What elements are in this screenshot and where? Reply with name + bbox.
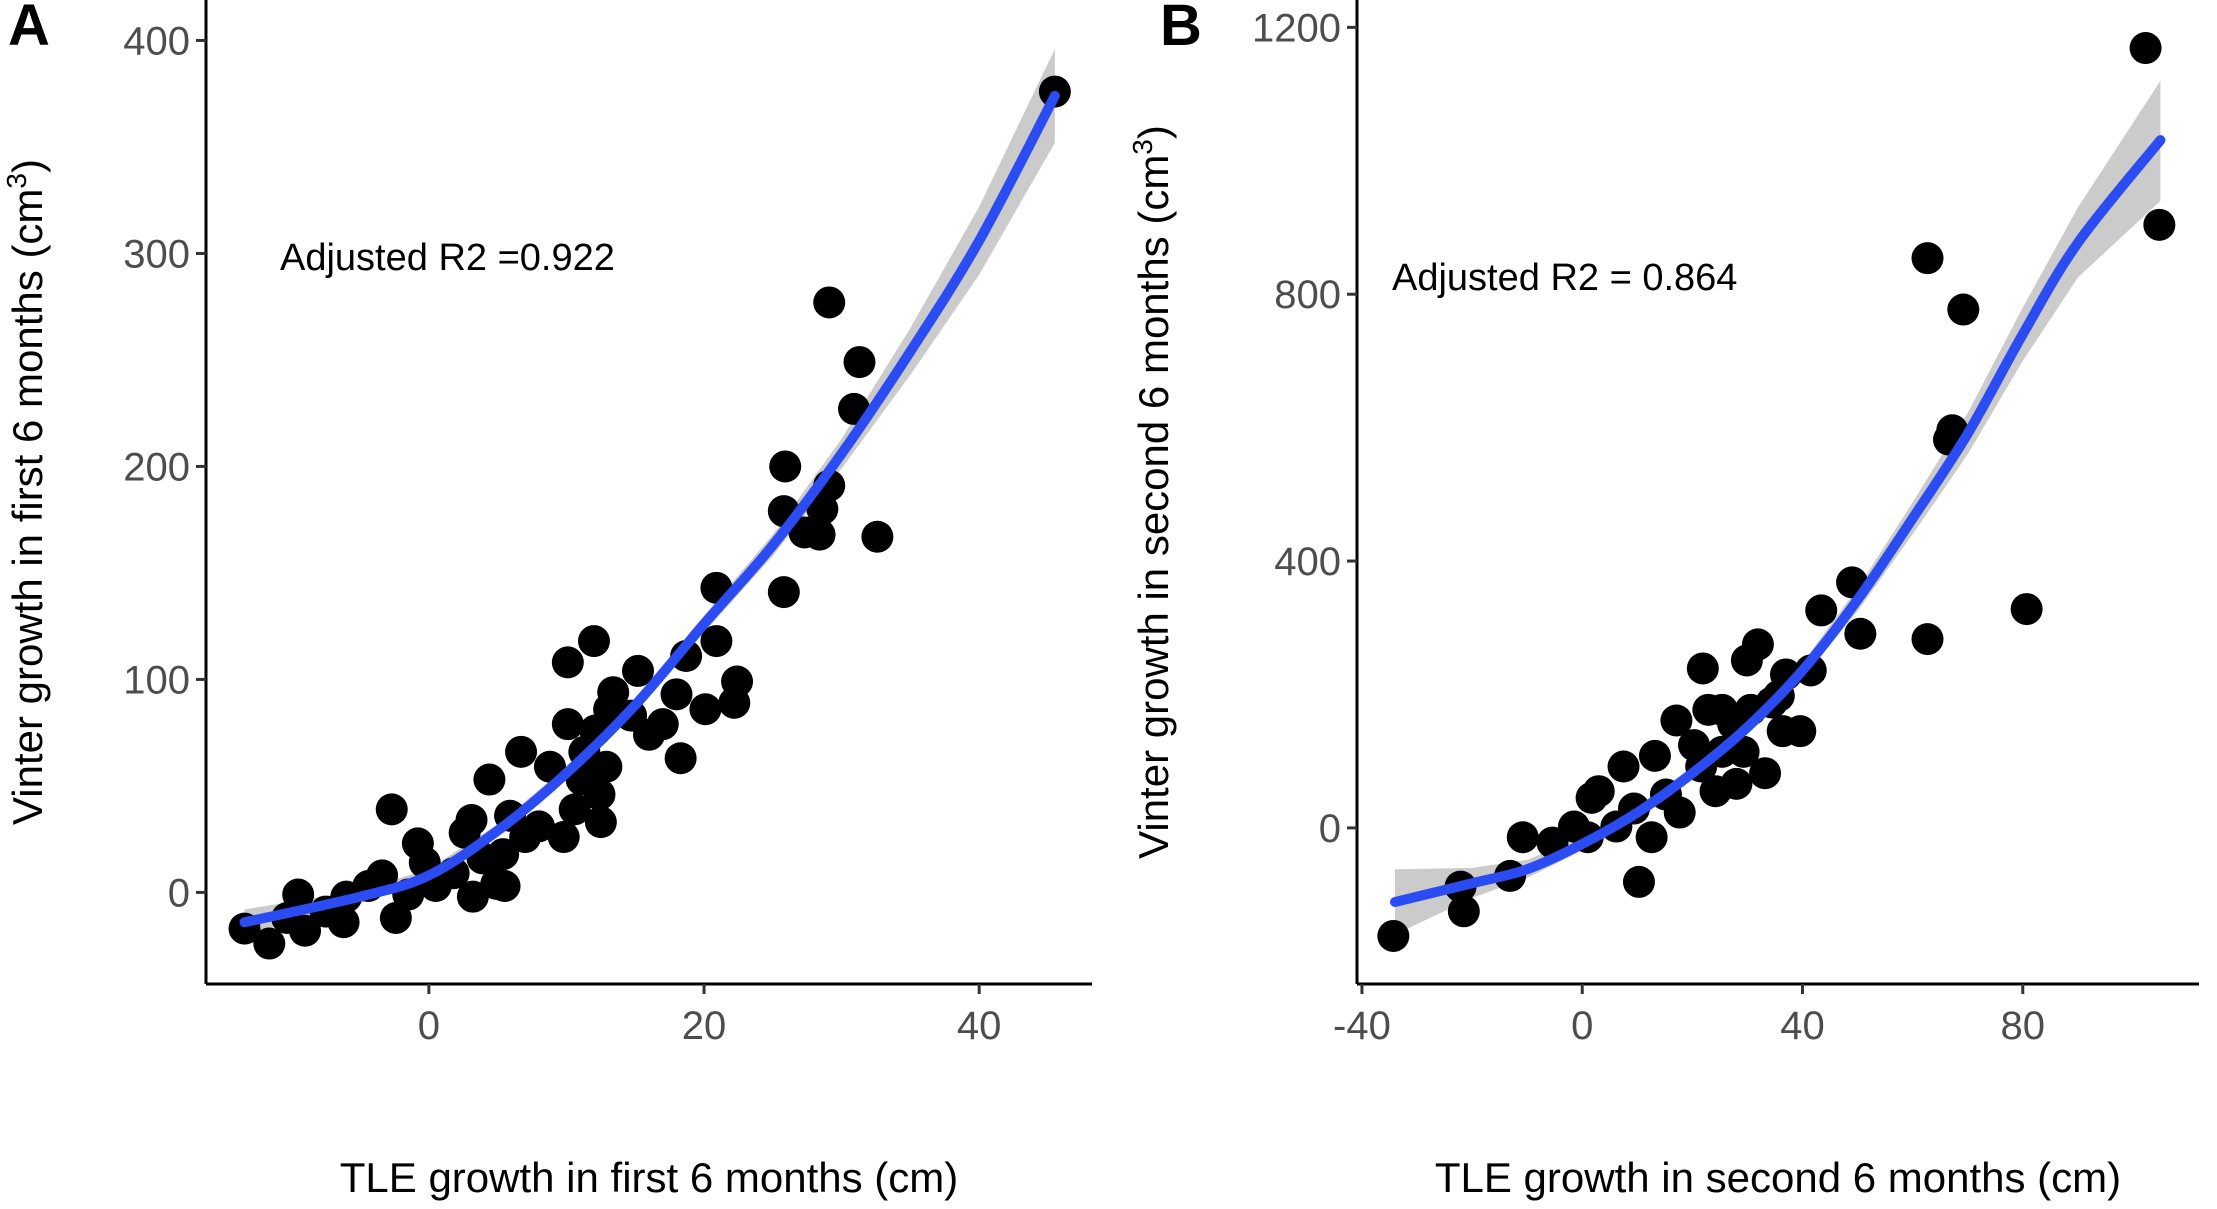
data-point	[505, 735, 538, 768]
data-point	[1844, 617, 1877, 650]
data-point	[1622, 865, 1655, 898]
y-axis-title-end: )	[4, 159, 51, 173]
data-point	[1749, 757, 1782, 790]
panel-label: B	[1160, 0, 1202, 58]
r2-annotation: Adjusted R2 = 0.864	[1392, 257, 1737, 299]
x-tick-label: 20	[682, 1004, 727, 1048]
data-point	[646, 708, 679, 741]
data-point	[700, 625, 733, 658]
y-axis-title: Vinter growth in second 6 months (cm3)	[1127, 125, 1177, 859]
data-point	[577, 625, 610, 658]
y-tick-label: 1200	[1252, 6, 1341, 50]
y-tick-label: 400	[123, 19, 190, 63]
data-points	[228, 75, 1071, 960]
data-point	[2143, 208, 2176, 241]
y-tick-label: 0	[168, 871, 190, 915]
data-point	[522, 810, 555, 843]
data-point	[1635, 821, 1668, 854]
data-point	[1447, 895, 1480, 928]
y-axis-title: Vinter growth in first 6 months (cm3)	[1, 159, 51, 825]
data-point	[584, 806, 617, 839]
data-point	[379, 901, 412, 934]
fit-line	[1390, 135, 2166, 907]
panel-label: A	[8, 0, 50, 58]
data-point	[1794, 654, 1827, 687]
data-point	[767, 576, 800, 609]
data-point	[813, 286, 846, 319]
data-point	[2010, 593, 2043, 626]
data-point	[327, 906, 360, 939]
y-tick-label: 300	[123, 232, 190, 276]
fit-line	[239, 90, 1060, 928]
data-point	[1506, 821, 1539, 854]
data-point	[455, 804, 488, 836]
data-point	[547, 821, 580, 854]
data-point	[1911, 242, 1944, 275]
data-point	[1911, 623, 1944, 656]
data-point	[689, 693, 722, 726]
data-point	[551, 708, 584, 741]
y-tick-label: 100	[123, 658, 190, 702]
x-tick-label: 0	[1571, 1004, 1593, 1048]
data-point	[375, 793, 408, 826]
y-tick-label: 200	[123, 445, 190, 489]
x-axis-title: TLE growth in first 6 months (cm)	[340, 1154, 959, 1201]
data-point	[1638, 739, 1671, 772]
data-point	[621, 654, 654, 687]
data-point	[590, 750, 623, 783]
y-axis-title-end: )	[1130, 125, 1177, 139]
data-point	[1377, 919, 1410, 952]
data-point	[487, 838, 520, 871]
data-point	[488, 870, 521, 903]
x-tick-label: 40	[1780, 1004, 1825, 1048]
data-point	[583, 778, 616, 811]
data-points	[1377, 32, 2176, 952]
y-axis-title-text: Vinter growth in first 6 months (cm	[4, 189, 51, 825]
data-point	[2129, 32, 2162, 65]
y-tick-label: 800	[1274, 273, 1341, 317]
data-point	[1686, 652, 1719, 685]
data-point	[721, 665, 754, 698]
data-point	[1784, 715, 1817, 748]
data-point	[1663, 796, 1696, 829]
data-point	[1660, 704, 1693, 737]
x-axis-title: TLE growth in second 6 months (cm)	[1435, 1154, 2121, 1201]
x-tick-label: 80	[2001, 1004, 2046, 1048]
data-point	[1720, 767, 1753, 800]
data-point	[558, 793, 591, 826]
data-point	[660, 678, 693, 711]
data-point	[1741, 628, 1774, 661]
data-point	[366, 859, 399, 892]
confidence-band	[244, 48, 1055, 936]
data-point	[861, 520, 894, 553]
y-tick-label: 0	[1319, 807, 1341, 851]
r2-annotation: Adjusted R2 =0.922	[280, 237, 615, 279]
data-point	[597, 676, 630, 709]
data-point	[253, 927, 286, 960]
data-point	[473, 763, 506, 796]
data-point	[843, 346, 876, 379]
x-tick-label: -40	[1333, 1004, 1391, 1048]
data-point	[1607, 750, 1640, 783]
confidence-band	[1394, 80, 2161, 935]
x-tick-label: 40	[957, 1004, 1002, 1048]
data-point	[1582, 775, 1615, 808]
data-point	[664, 742, 697, 775]
data-point	[1947, 293, 1980, 326]
data-point	[769, 450, 802, 483]
data-point	[803, 518, 836, 551]
data-point	[551, 646, 584, 679]
y-tick-label: 400	[1274, 540, 1341, 584]
data-point	[456, 880, 489, 913]
y-axis-title-text: Vinter growth in second 6 months (cm	[1130, 155, 1177, 859]
y-axis-title-superscript: 3	[1127, 139, 1158, 155]
x-tick-label: 0	[418, 1004, 440, 1048]
y-axis-title-superscript: 3	[1, 173, 32, 189]
data-point	[1805, 594, 1838, 627]
